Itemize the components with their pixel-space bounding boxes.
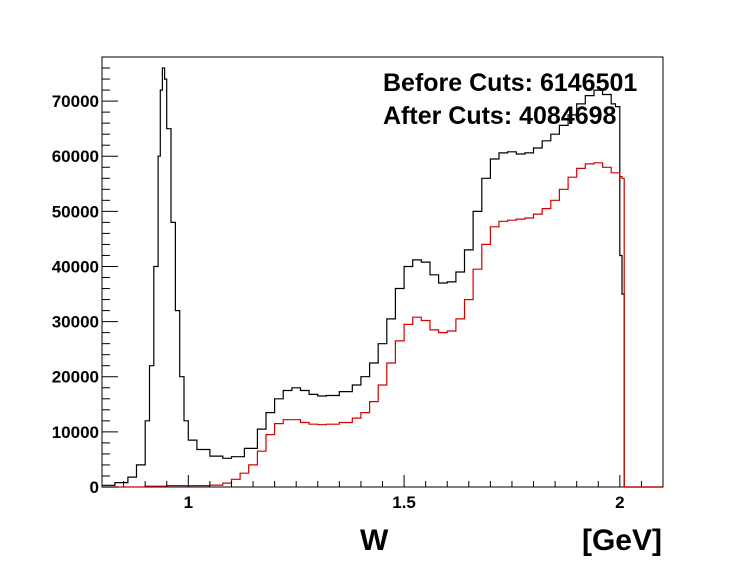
after-cuts-label: After Cuts: 4084698 <box>383 102 617 130</box>
before-cuts-label: Before Cuts: 6146501 <box>383 69 637 97</box>
x-axis-ticks: 1 1.5 2 <box>101 475 664 512</box>
y-axis-ticks: 0 10000 20000 30000 40000 50000 60000 70000 <box>52 56 118 497</box>
x-tick-label: 1.5 <box>392 493 416 512</box>
x-axis-title: W <box>360 524 389 557</box>
y-tick-label: 40000 <box>52 257 99 276</box>
y-tick-label: 50000 <box>52 202 99 221</box>
y-tick-label: 20000 <box>52 368 99 387</box>
y-tick-label: 30000 <box>52 313 99 332</box>
y-tick-label: 10000 <box>52 423 99 442</box>
x-tick-label: 1 <box>184 493 193 512</box>
x-tick-label: 2 <box>615 493 624 512</box>
y-tick-label: 70000 <box>52 92 99 111</box>
y-tick-label: 0 <box>90 478 99 497</box>
series-line-1 <box>102 67 663 488</box>
series-layer <box>102 67 663 488</box>
series-line-2 <box>102 162 663 488</box>
y-tick-label: 60000 <box>52 147 99 166</box>
x-axis-unit: [GeV] <box>582 524 662 557</box>
